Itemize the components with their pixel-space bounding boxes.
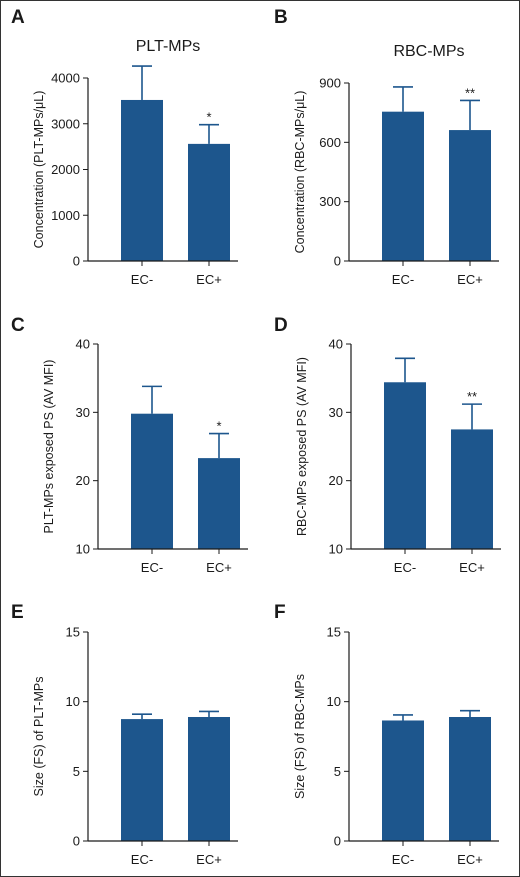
panel-a: A PLT-MPs EC- * EC+ 0 1000 2000 3000 4000 Concentr…	[11, 7, 238, 287]
category-label: EC+	[457, 852, 483, 867]
significance-marker: **	[467, 389, 477, 404]
y-axis-label: Size (FS) of PLT-MPs	[32, 677, 46, 797]
y-tick-label: 15	[327, 625, 341, 640]
y-tick-label: 4000	[51, 71, 80, 86]
y-tick-label: 5	[73, 764, 80, 779]
y-tick-label: 600	[319, 135, 341, 150]
bar-ecplus	[188, 716, 230, 841]
panel-letter: C	[11, 315, 25, 336]
chart-title: RBC-MPs	[393, 43, 464, 60]
category-label: EC+	[196, 852, 222, 867]
y-tick-label: 10	[66, 694, 80, 709]
panel-e: E EC- EC+ 0 5 10 15 Size (FS) of PLT-MPs	[11, 602, 238, 867]
significance-marker: **	[465, 85, 475, 100]
y-tick-label: 20	[329, 473, 343, 488]
panel-letter: A	[11, 7, 25, 28]
y-tick-label: 0	[334, 834, 341, 849]
category-label: EC-	[141, 560, 163, 575]
bar-ecminus	[131, 413, 173, 549]
y-tick-label: 40	[76, 337, 90, 352]
panel-d: D EC- ** EC+ 10 20 30 40 RBC-MPs exposed PS (AV …	[274, 315, 501, 575]
y-axis-label: Concentration (PLT-MPs/μL)	[32, 91, 46, 249]
y-tick-label: 10	[327, 694, 341, 709]
significance-marker: *	[206, 110, 211, 125]
y-tick-label: 2000	[51, 162, 80, 177]
bar-ecminus	[121, 99, 163, 262]
bar-ecplus	[449, 716, 491, 841]
y-tick-label: 0	[334, 254, 341, 269]
significance-marker: *	[216, 419, 221, 434]
y-axis-label: Concentration (RBC-MPs/μL)	[293, 91, 307, 254]
y-tick-label: 20	[76, 473, 90, 488]
bar-ecminus	[382, 720, 424, 841]
category-label: EC+	[459, 560, 485, 575]
y-axis-label: PLT-MPs exposed PS (AV MFI)	[42, 360, 56, 534]
panel-f: F EC- EC+ 0 5 10 15 Size (FS) of RBC-MPs	[274, 602, 499, 867]
panel-c: C EC- * EC+ 10 20 30 40 PLT-MPs exposed PS (AV M…	[11, 315, 248, 575]
y-tick-label: 30	[329, 405, 343, 420]
chart-title: PLT-MPs	[136, 38, 201, 55]
category-label: EC+	[457, 272, 483, 287]
bar-ecminus	[384, 382, 426, 549]
y-tick-label: 10	[76, 542, 90, 557]
y-tick-label: 300	[319, 194, 341, 209]
panel-letter: E	[11, 602, 24, 623]
y-tick-label: 5	[334, 764, 341, 779]
panel-letter: F	[274, 602, 286, 623]
y-tick-label: 0	[73, 834, 80, 849]
y-tick-label: 900	[319, 76, 341, 91]
category-label: EC+	[206, 560, 232, 575]
bar-ecplus	[449, 130, 491, 261]
category-label: EC-	[394, 560, 416, 575]
bar-ecplus	[198, 458, 240, 549]
y-axis-label: RBC-MPs exposed PS (AV MFI)	[295, 357, 309, 536]
bar-ecplus	[451, 429, 493, 549]
y-tick-label: 30	[76, 405, 90, 420]
panel-letter: D	[274, 315, 288, 336]
category-label: EC+	[196, 272, 222, 287]
panel-letter: B	[274, 7, 288, 28]
y-tick-label: 15	[66, 625, 80, 640]
category-label: EC-	[392, 852, 414, 867]
category-label: EC-	[131, 272, 153, 287]
y-tick-label: 3000	[51, 116, 80, 131]
bar-ecplus	[188, 143, 230, 261]
category-label: EC-	[392, 272, 414, 287]
panel-b: B RBC-MPs EC- ** EC+ 0 300 600 900 Concentration …	[274, 7, 499, 287]
y-tick-label: 10	[329, 542, 343, 557]
y-tick-label: 0	[73, 254, 80, 269]
category-label: EC-	[131, 852, 153, 867]
bar-ecminus	[382, 111, 424, 261]
y-axis-label: Size (FS) of RBC-MPs	[293, 674, 307, 799]
bar-ecminus	[121, 719, 163, 841]
y-tick-label: 40	[329, 337, 343, 352]
y-tick-label: 1000	[51, 208, 80, 223]
